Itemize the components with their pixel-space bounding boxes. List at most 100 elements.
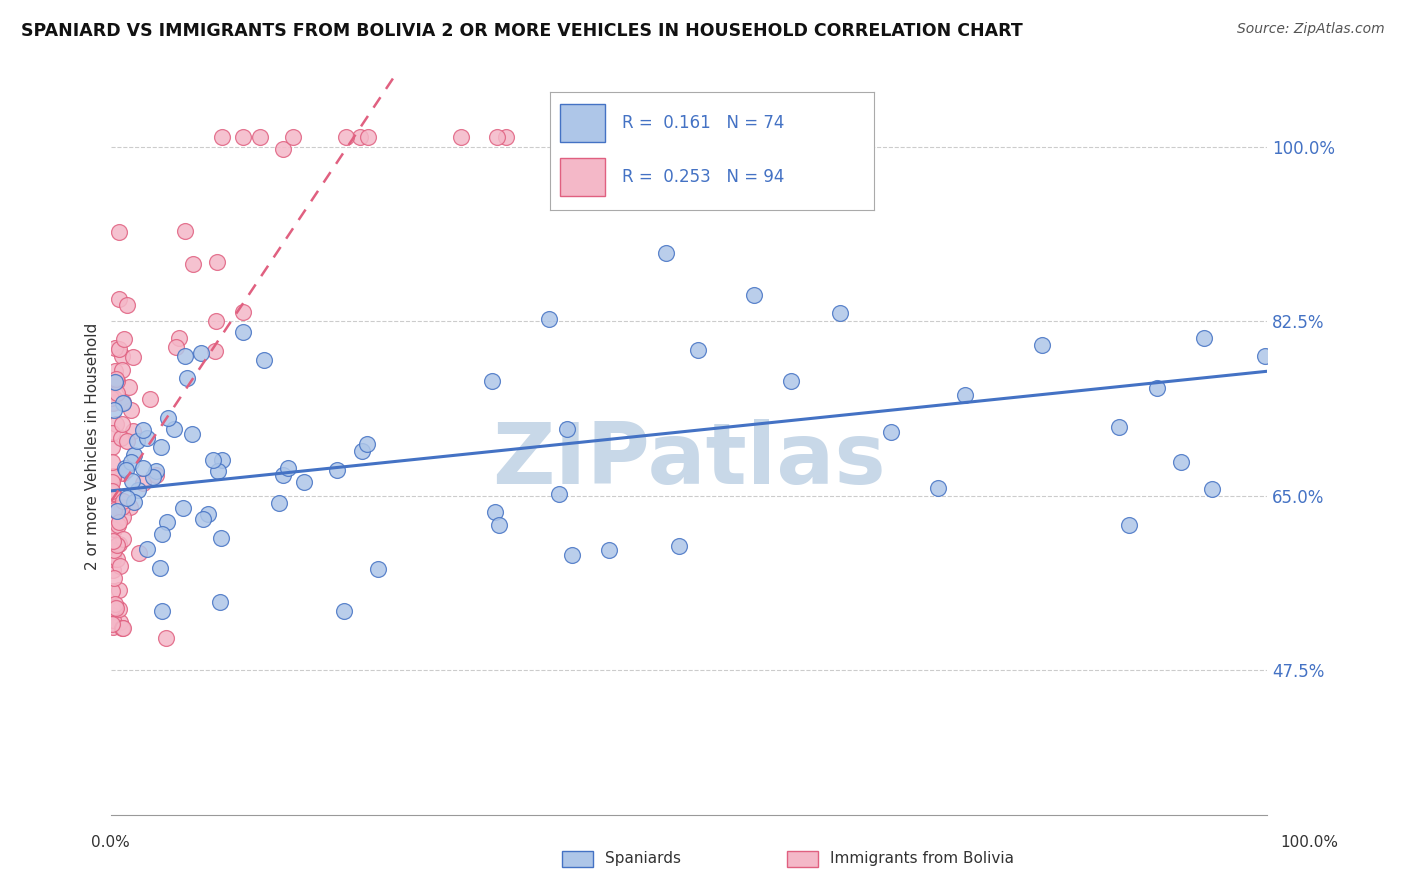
Point [1146, 381, 1168, 395]
Point [927, 481, 949, 495]
Point [108, 515, 131, 529]
Point [125, 434, 148, 448]
Point [101, 475, 124, 489]
Point [111, 362, 134, 376]
Point [120, 402, 142, 417]
Point [136, 541, 159, 556]
Point [128, 545, 150, 559]
Point [211, 130, 233, 145]
Point [145, 468, 167, 483]
Point [105, 417, 128, 432]
Point [101, 617, 124, 632]
Point [111, 500, 134, 515]
Point [335, 130, 357, 145]
Point [105, 386, 128, 401]
Point [107, 518, 129, 533]
Point [111, 621, 134, 635]
Point [367, 562, 389, 576]
Point [115, 434, 138, 448]
Point [356, 437, 378, 451]
Point [1201, 482, 1223, 496]
Point [204, 344, 226, 359]
Point [145, 464, 167, 478]
Point [249, 130, 271, 145]
Text: Spaniards: Spaniards [605, 851, 681, 865]
Point [173, 224, 195, 238]
Point [139, 392, 162, 407]
Point [104, 600, 127, 615]
Point [101, 455, 124, 469]
Point [122, 448, 145, 462]
Point [167, 331, 190, 345]
Point [205, 314, 228, 328]
Point [173, 350, 195, 364]
Point [953, 388, 976, 402]
Point [101, 500, 124, 514]
Point [349, 130, 371, 145]
Point [100, 601, 122, 615]
Point [232, 305, 254, 319]
Point [118, 380, 141, 394]
Text: SPANIARD VS IMMIGRANTS FROM BOLIVIA 2 OR MORE VEHICLES IN HOUSEHOLD CORRELATION : SPANIARD VS IMMIGRANTS FROM BOLIVIA 2 OR… [21, 22, 1022, 40]
Point [135, 431, 157, 445]
Point [112, 394, 135, 409]
Point [267, 495, 290, 509]
Point [561, 548, 583, 562]
Point [202, 452, 225, 467]
Point [537, 312, 560, 326]
Point [103, 391, 125, 405]
Point [100, 391, 122, 405]
Point [101, 485, 124, 500]
Point [232, 130, 254, 145]
Point [155, 632, 177, 646]
Point [111, 621, 134, 635]
Point [277, 461, 299, 475]
Point [779, 374, 801, 388]
Point [103, 620, 125, 634]
Point [104, 364, 127, 378]
Point [197, 507, 219, 521]
Point [176, 371, 198, 385]
Point [111, 494, 134, 508]
Point [209, 595, 232, 609]
Point [100, 483, 122, 498]
Point [209, 531, 232, 545]
Point [112, 332, 135, 346]
Point [253, 353, 276, 368]
Point [104, 597, 127, 611]
Point [350, 443, 373, 458]
Point [271, 467, 294, 482]
Point [111, 350, 134, 364]
Point [117, 491, 139, 505]
Point [156, 515, 179, 529]
Point [104, 601, 127, 615]
Point [555, 422, 578, 436]
Point [101, 534, 124, 549]
Point [120, 455, 142, 469]
Point [1170, 455, 1192, 469]
Point [104, 499, 127, 513]
Point [108, 343, 131, 357]
Point [118, 500, 141, 515]
Point [110, 431, 132, 445]
Point [157, 411, 180, 425]
Point [121, 474, 143, 488]
Point [181, 257, 204, 271]
Point [103, 403, 125, 417]
Point [1108, 420, 1130, 434]
Point [101, 563, 124, 577]
Point [333, 604, 356, 618]
Point [104, 375, 127, 389]
Point [103, 503, 125, 517]
Point [688, 343, 710, 358]
Text: ZIPatlas: ZIPatlas [492, 419, 886, 502]
Point [122, 350, 145, 364]
Point [104, 371, 127, 385]
Point [101, 425, 124, 440]
Point [122, 495, 145, 509]
Point [101, 440, 124, 454]
Point [326, 463, 349, 477]
Point [488, 518, 510, 533]
Point [100, 583, 122, 598]
Point [548, 487, 571, 501]
